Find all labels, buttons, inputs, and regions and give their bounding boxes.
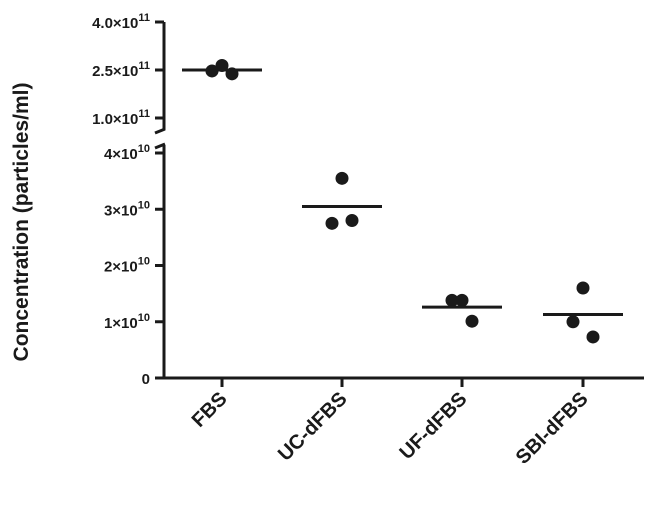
data-point (335, 171, 349, 185)
y-tick-label: 0 (142, 371, 150, 388)
x-tick-label: FBS (188, 388, 232, 432)
y-tick-label: 2×1010 (104, 256, 150, 276)
data-point (465, 314, 479, 328)
data-point (566, 315, 580, 329)
data-point (325, 216, 339, 230)
y-tick-label: 1.0×1011 (92, 108, 150, 128)
data-point (576, 281, 590, 295)
y-ticks: 0 1×1010 2×1010 3×1010 4×1010 1.0×1011 2.5×101… (92, 12, 164, 388)
axes (154, 22, 644, 387)
x-tick-label: SBI-dFBS (512, 388, 593, 469)
x-tick-label: UC-dFBS (274, 388, 352, 466)
y-tick-label: 4.0×1011 (92, 12, 150, 32)
y-axis-title: Concentration (particles/ml) (10, 83, 33, 362)
y-tick-label: 3×1010 (104, 199, 150, 219)
x-tick-labels: FBS UC-dFBS UF-dFBS SBI-dFBS (188, 388, 593, 469)
y-tick-label: 4×1010 (104, 143, 150, 163)
data-point (345, 214, 359, 227)
axis-break-mark (154, 142, 166, 150)
data-point (586, 330, 600, 344)
data-point (455, 293, 469, 307)
data-point (445, 293, 459, 307)
x-tick-label: UF-dFBS (395, 388, 471, 464)
data-marks (182, 59, 623, 344)
axis-break-mark (154, 127, 166, 135)
y-tick-label: 1×1010 (104, 312, 150, 332)
y-tick-label: 2.5×1011 (92, 60, 150, 80)
